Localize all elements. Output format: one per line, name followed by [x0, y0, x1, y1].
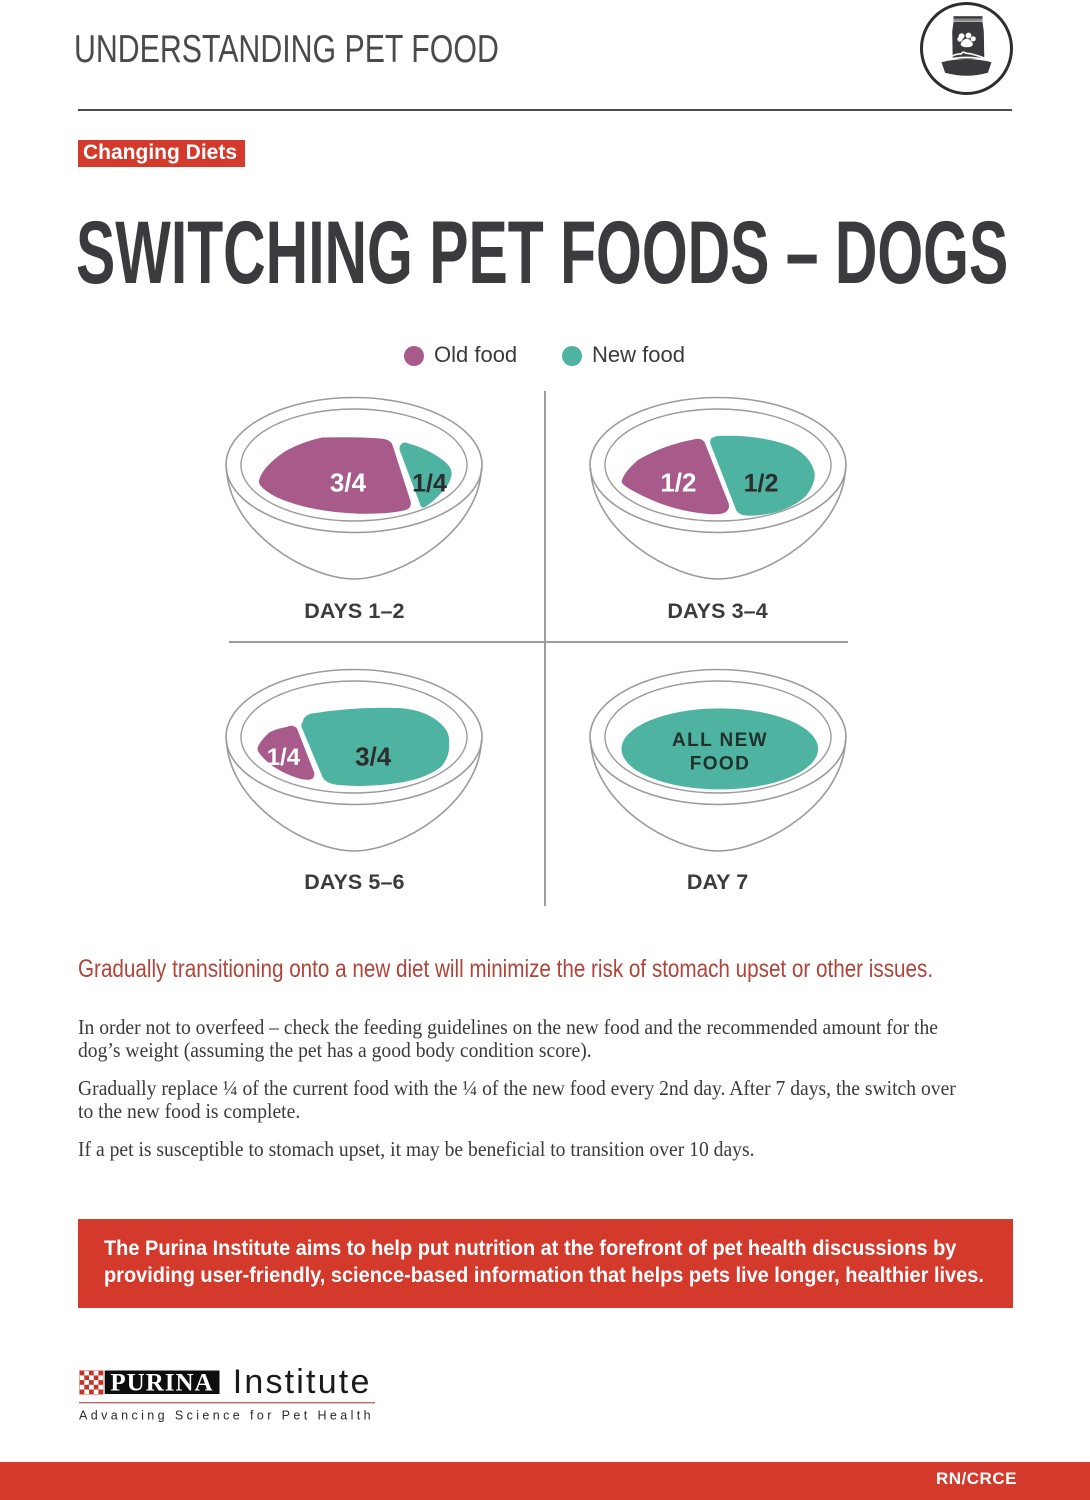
svg-text:Institute: Institute — [233, 1364, 372, 1401]
svg-text:PURINA: PURINA — [110, 1370, 213, 1397]
svg-text:3/4: 3/4 — [356, 741, 393, 771]
svg-text:ALL NEW: ALL NEW — [672, 730, 768, 751]
svg-text:3/4: 3/4 — [330, 468, 367, 498]
svg-text:1/2: 1/2 — [743, 470, 778, 498]
svg-text:FOOD: FOOD — [689, 753, 750, 774]
svg-text:1/2: 1/2 — [660, 468, 696, 498]
svg-text:1/4: 1/4 — [267, 744, 301, 771]
svg-text:Advancing Science for Pet Heal: Advancing Science for Pet Health — [79, 1409, 374, 1423]
svg-text:1/4: 1/4 — [413, 470, 448, 498]
